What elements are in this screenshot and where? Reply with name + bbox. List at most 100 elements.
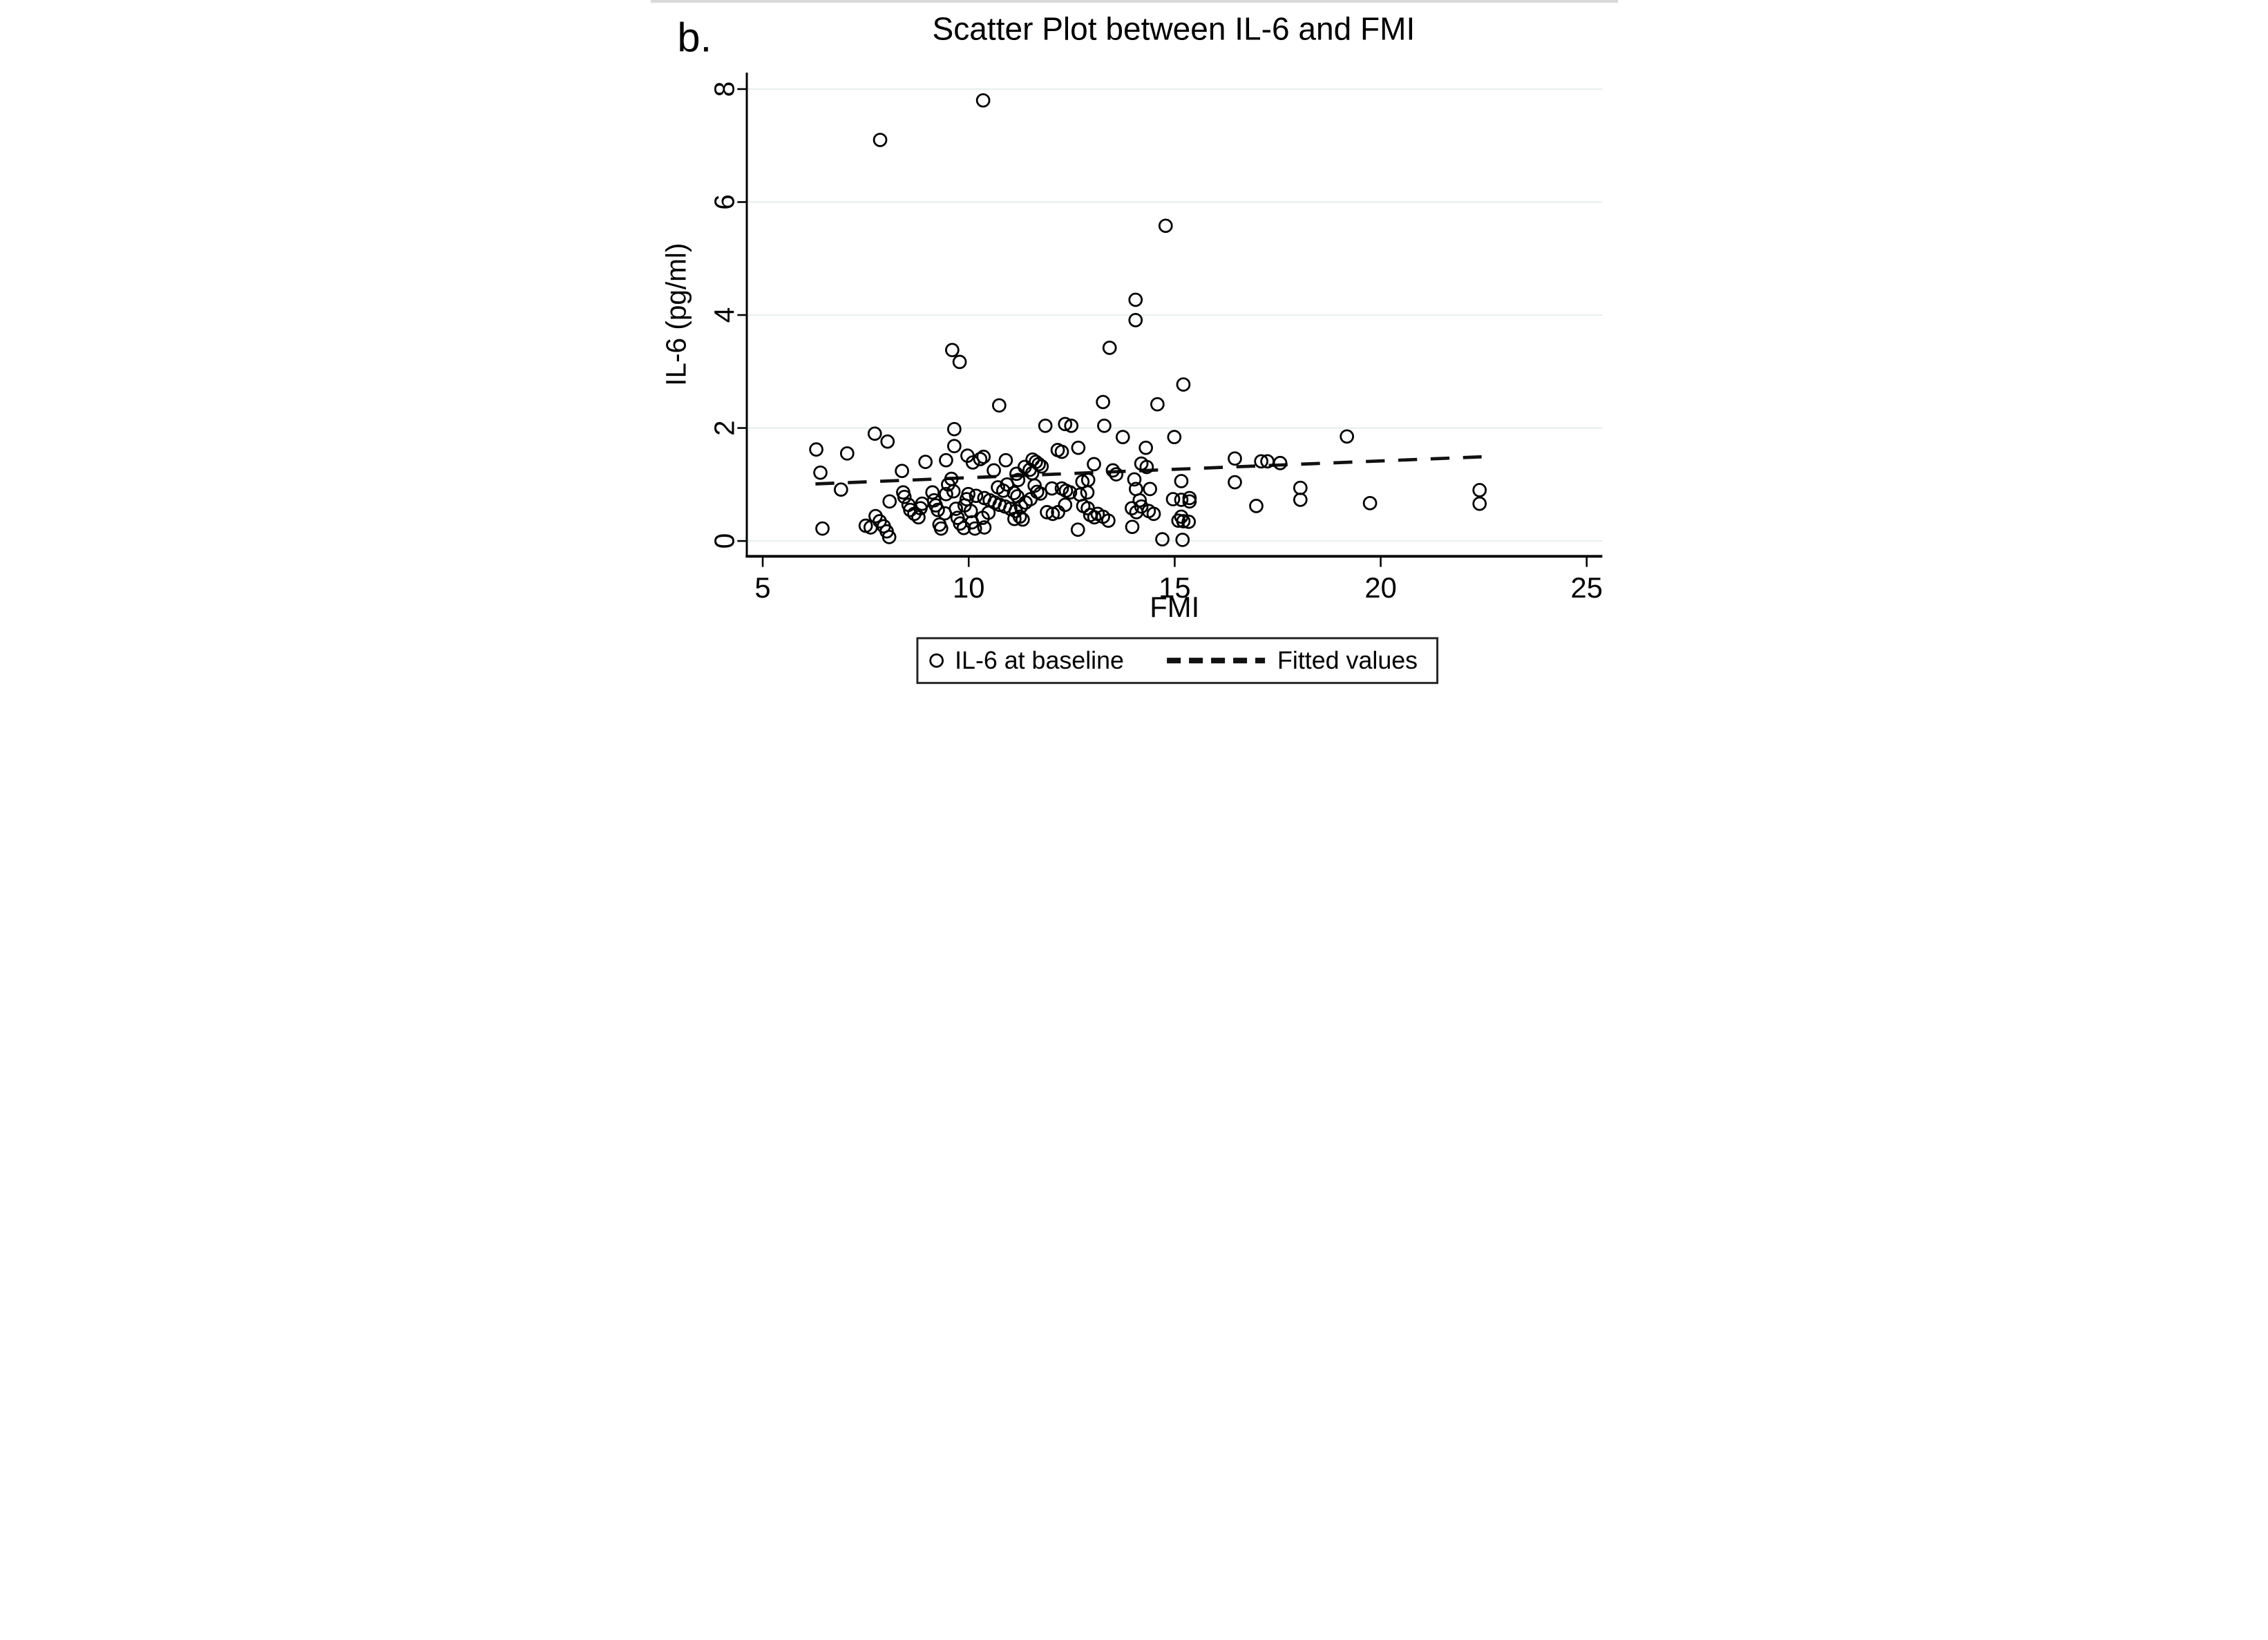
scatter-point: [1174, 533, 1190, 547]
scatter-point: [1108, 467, 1123, 481]
scatter-point: [1362, 495, 1377, 511]
fitted-values-line: [814, 455, 1482, 486]
scatter-point: [975, 93, 990, 108]
scatter-plot-figure: b. Scatter Plot between IL-6 and FMI 0 2 4…: [650, 3, 1618, 703]
figure-background: [650, 3, 1618, 703]
y-tick-label-0: 0: [708, 533, 740, 549]
scatter-point: [1174, 474, 1188, 488]
scatter-point: [952, 354, 966, 370]
scatter-point: [1006, 486, 1021, 500]
scatter-point: [1124, 501, 1139, 516]
scatter-point: [814, 521, 830, 536]
scatter-point: [1158, 218, 1173, 233]
scatter-point: [1050, 505, 1065, 519]
scatter-point: [1293, 493, 1308, 507]
scatter-point: [991, 398, 1007, 413]
scatter-point: [1142, 481, 1157, 497]
scatter-point: [1471, 496, 1487, 511]
figure: b. Scatter Plot between IL-6 and FMI 0 2 4…: [650, 0, 1618, 703]
scatter-point: [930, 502, 945, 517]
scatter-point: [1132, 493, 1147, 508]
scatter-point: [1227, 451, 1242, 466]
scatter-point: [977, 520, 991, 535]
scatter-point: [1166, 430, 1181, 444]
scatter-point: [1033, 486, 1047, 501]
scatter-point: [965, 455, 980, 470]
scatter-point: [897, 489, 912, 504]
scatter-point: [1134, 499, 1148, 514]
scatter-point: [1127, 292, 1143, 307]
scatter-point: [1176, 377, 1190, 392]
x-tick-label-15: 15: [1159, 571, 1190, 604]
scatter-point: [911, 510, 926, 525]
scatter-point: [894, 464, 909, 479]
panel-label: b.: [677, 14, 712, 60]
scatter-point: [1471, 483, 1487, 497]
scatter-point: [1253, 454, 1268, 469]
scatter-point: [1154, 532, 1170, 546]
scatter-point: [973, 452, 987, 466]
scatter-point: [1100, 513, 1116, 528]
scatter-point: [833, 482, 848, 497]
scatter-point: [1007, 511, 1022, 526]
scatter-point: [1033, 459, 1049, 474]
scatter-point: [1127, 313, 1143, 327]
legend-line-label: Fitted values: [1277, 647, 1418, 674]
scatter-point: [924, 485, 940, 500]
scatter-point: [1127, 472, 1141, 487]
scatter-point: [1248, 499, 1264, 513]
scan-edge-artifact: [650, 0, 1618, 3]
y-tick-label-6: 6: [708, 194, 740, 210]
scatter-point: [867, 426, 882, 441]
scatter-point: [1105, 463, 1120, 478]
scatter-point: [933, 521, 949, 536]
scatter-point: [1009, 466, 1024, 481]
x-axis-title: FMI: [1150, 591, 1199, 623]
scatter-point: [882, 530, 896, 544]
scatter-point: [1057, 417, 1072, 432]
scatter-point: [1174, 509, 1188, 524]
scatter-point: [998, 452, 1013, 468]
scatter-point: [1087, 510, 1101, 525]
scatter-point: [1138, 440, 1153, 455]
chart-title: Scatter Plot between IL-6 and FMI: [932, 10, 1415, 46]
scatter-point: [1071, 440, 1085, 455]
scatter-point: [986, 463, 1001, 478]
scatter-point: [946, 484, 961, 499]
legend-marker-icon: [928, 653, 944, 668]
scatter-point: [1165, 492, 1180, 506]
scatter-point: [946, 421, 962, 437]
scatter-point: [1339, 429, 1354, 444]
scatter-point: [1146, 506, 1161, 522]
scatter-point: [1010, 473, 1025, 488]
scatter-point: [812, 465, 828, 480]
y-tick-group: 0 2 4 6 8: [708, 82, 747, 549]
scatter-point: [1139, 459, 1154, 475]
scatter-point: [969, 488, 983, 504]
scatter-point: [948, 502, 963, 516]
scatter-point: [1150, 397, 1165, 412]
scatter-point: [1125, 519, 1139, 534]
scatter-point: [1044, 481, 1059, 496]
scatter-point: [879, 434, 895, 449]
scatter-point: [917, 455, 933, 469]
scatter-point: [938, 452, 953, 468]
scatter-point: [1074, 474, 1089, 489]
x-tick-label-25: 25: [1570, 571, 1602, 604]
scatter-point: [1039, 505, 1054, 519]
scatter-point: [1009, 489, 1025, 504]
scatter-point: [1031, 457, 1046, 472]
scatter-point: [1115, 430, 1130, 444]
scatter-point: [1038, 418, 1053, 433]
scatter-point: [1015, 512, 1030, 527]
scatter-point: [946, 439, 962, 454]
scatter-point: [1102, 341, 1117, 355]
x-tick-label-5: 5: [754, 571, 770, 604]
scatter-point: [808, 442, 823, 457]
scatter-point: [1086, 457, 1101, 472]
scatter-point: [902, 502, 917, 517]
scatter-points: [808, 93, 1487, 547]
scatter-point: [1273, 455, 1287, 470]
scatter-point: [995, 483, 1011, 498]
scatter-point: [960, 486, 975, 502]
